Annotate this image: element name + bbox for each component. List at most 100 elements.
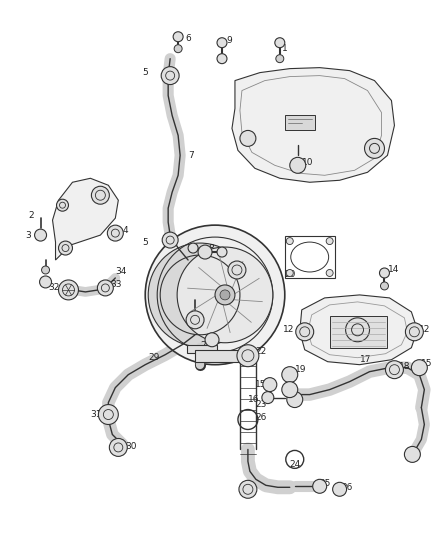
Circle shape [276, 55, 284, 63]
Circle shape [290, 157, 306, 173]
Text: 19: 19 [295, 365, 306, 374]
Circle shape [385, 361, 403, 378]
Circle shape [404, 447, 420, 462]
Circle shape [406, 323, 424, 341]
Circle shape [286, 238, 293, 245]
Text: 20: 20 [285, 270, 296, 279]
Text: 24: 24 [290, 460, 301, 469]
Circle shape [110, 439, 127, 456]
Circle shape [59, 280, 78, 300]
Circle shape [275, 38, 285, 47]
Text: 14: 14 [388, 265, 399, 274]
Text: 15: 15 [255, 380, 266, 389]
Text: 33: 33 [110, 280, 122, 289]
Text: 2: 2 [28, 211, 34, 220]
Circle shape [173, 32, 183, 42]
Circle shape [346, 318, 370, 342]
Circle shape [35, 229, 46, 241]
Circle shape [186, 311, 204, 329]
Text: 18: 18 [399, 362, 411, 371]
Circle shape [287, 392, 303, 408]
Circle shape [262, 392, 274, 403]
Text: 13: 13 [334, 325, 345, 334]
Text: 16: 16 [407, 453, 419, 462]
Circle shape [188, 243, 198, 253]
Circle shape [411, 360, 427, 376]
Circle shape [313, 479, 327, 493]
Circle shape [379, 268, 389, 278]
Circle shape [215, 285, 235, 305]
Circle shape [57, 199, 68, 211]
Text: 7: 7 [188, 151, 194, 160]
Circle shape [92, 186, 110, 204]
Text: 1: 1 [40, 279, 46, 288]
Circle shape [177, 247, 273, 343]
Circle shape [240, 131, 256, 147]
Text: 22: 22 [255, 347, 266, 356]
Polygon shape [330, 316, 388, 348]
Polygon shape [300, 295, 417, 365]
Text: 12: 12 [283, 325, 294, 334]
Text: 31: 31 [90, 410, 102, 419]
Circle shape [237, 345, 259, 367]
Text: 26: 26 [255, 413, 266, 422]
Polygon shape [285, 116, 314, 131]
Polygon shape [195, 350, 240, 362]
Circle shape [174, 45, 182, 53]
Circle shape [198, 245, 212, 259]
Polygon shape [187, 345, 217, 353]
Circle shape [205, 333, 219, 347]
Text: 26: 26 [342, 483, 353, 492]
Circle shape [220, 290, 230, 300]
Circle shape [97, 280, 113, 296]
Text: 34: 34 [115, 268, 127, 277]
Circle shape [286, 270, 293, 277]
Text: 28: 28 [198, 313, 209, 322]
Text: 11: 11 [220, 263, 232, 272]
Text: 9: 9 [226, 36, 232, 45]
Circle shape [239, 480, 257, 498]
Circle shape [42, 266, 49, 274]
Polygon shape [232, 68, 395, 182]
Text: 32: 32 [49, 284, 60, 293]
Text: 17: 17 [360, 355, 371, 364]
Circle shape [326, 238, 333, 245]
Text: 5: 5 [142, 68, 148, 77]
Circle shape [162, 232, 178, 248]
Text: 25: 25 [320, 479, 331, 488]
Circle shape [217, 54, 227, 63]
Text: 4: 4 [122, 225, 128, 235]
Text: 23: 23 [255, 400, 266, 409]
Circle shape [296, 323, 314, 341]
Circle shape [59, 241, 72, 255]
Circle shape [282, 367, 298, 383]
Text: 1: 1 [282, 44, 288, 53]
Text: 15: 15 [421, 359, 433, 368]
Polygon shape [53, 178, 118, 260]
Text: 30: 30 [125, 442, 137, 451]
Circle shape [148, 243, 252, 347]
Circle shape [107, 225, 124, 241]
Circle shape [217, 247, 227, 257]
Circle shape [326, 270, 333, 277]
Circle shape [217, 38, 227, 47]
Circle shape [263, 378, 277, 392]
Circle shape [99, 405, 118, 424]
Circle shape [381, 282, 389, 290]
Text: 5: 5 [142, 238, 148, 247]
Text: 16: 16 [248, 395, 259, 404]
Text: 29: 29 [148, 353, 159, 362]
Circle shape [228, 261, 246, 279]
Circle shape [364, 139, 385, 158]
Text: 8: 8 [208, 244, 214, 253]
Text: 27: 27 [215, 333, 226, 342]
Circle shape [39, 276, 52, 288]
Circle shape [282, 382, 298, 398]
Circle shape [161, 67, 179, 85]
Text: 6: 6 [185, 34, 191, 43]
Text: 10: 10 [302, 158, 313, 167]
Text: 21: 21 [200, 341, 212, 350]
Circle shape [332, 482, 346, 496]
Text: 22: 22 [240, 487, 251, 496]
Circle shape [145, 225, 285, 365]
